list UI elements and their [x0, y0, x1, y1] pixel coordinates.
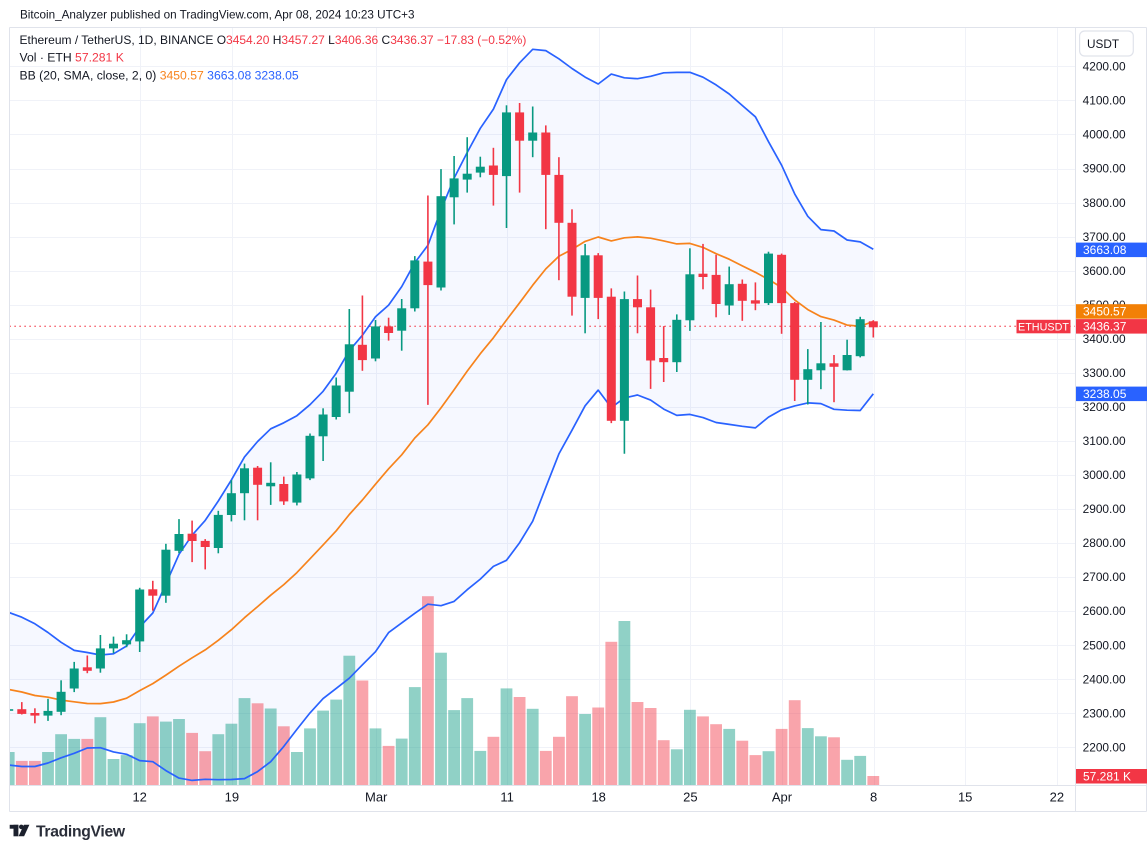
svg-text:25: 25 [683, 790, 697, 805]
svg-text:2300.00: 2300.00 [1083, 706, 1126, 720]
svg-text:2800.00: 2800.00 [1083, 536, 1126, 550]
svg-text:USDT: USDT [1087, 37, 1119, 51]
svg-text:3000.00: 3000.00 [1083, 468, 1126, 482]
svg-text:4000.00: 4000.00 [1083, 128, 1126, 142]
svg-text:Vol · ETH 57.281 K: Vol · ETH 57.281 K [20, 51, 124, 65]
svg-text:2400.00: 2400.00 [1083, 672, 1126, 686]
svg-text:4100.00: 4100.00 [1083, 94, 1126, 108]
svg-text:2200.00: 2200.00 [1083, 740, 1126, 754]
svg-text:3300.00: 3300.00 [1083, 366, 1126, 380]
svg-text:3200.00: 3200.00 [1083, 400, 1126, 414]
svg-text:2900.00: 2900.00 [1083, 502, 1126, 516]
svg-text:Mar: Mar [365, 790, 388, 805]
svg-text:3600.00: 3600.00 [1083, 264, 1126, 278]
svg-text:8: 8 [870, 790, 877, 805]
svg-text:3800.00: 3800.00 [1083, 196, 1126, 210]
svg-text:3436.37: 3436.37 [1083, 320, 1127, 334]
svg-text:3900.00: 3900.00 [1083, 162, 1126, 176]
svg-text:3100.00: 3100.00 [1083, 434, 1126, 448]
svg-text:57.281 K: 57.281 K [1083, 769, 1131, 783]
svg-text:19: 19 [225, 790, 239, 805]
svg-text:3663.08: 3663.08 [1083, 243, 1127, 257]
svg-text:TradingView: TradingView [36, 823, 126, 840]
svg-text:2600.00: 2600.00 [1083, 604, 1126, 618]
svg-text:11: 11 [500, 790, 514, 805]
svg-text:4200.00: 4200.00 [1083, 60, 1126, 74]
svg-text:ETHUSDT: ETHUSDT [1018, 321, 1069, 333]
svg-text:Ethereum / TetherUS, 1D, BINAN: Ethereum / TetherUS, 1D, BINANCE O3454.2… [20, 33, 527, 47]
svg-text:18: 18 [591, 790, 605, 805]
svg-text:15: 15 [958, 790, 972, 805]
svg-text:3700.00: 3700.00 [1083, 230, 1126, 244]
svg-text:22: 22 [1050, 790, 1064, 805]
svg-text:12: 12 [132, 790, 146, 805]
svg-text:Apr: Apr [772, 790, 793, 805]
svg-text:2500.00: 2500.00 [1083, 638, 1126, 652]
svg-text:2700.00: 2700.00 [1083, 570, 1126, 584]
svg-text:Bitcoin_Analyzer published on: Bitcoin_Analyzer published on TradingVie… [20, 9, 414, 22]
svg-text:3450.57: 3450.57 [1083, 305, 1127, 319]
svg-text:3238.05: 3238.05 [1083, 387, 1127, 401]
svg-text:BB (20, SMA, close, 2, 0) 3450: BB (20, SMA, close, 2, 0) 3450.57 3663.0… [20, 68, 299, 82]
svg-text:3400.00: 3400.00 [1083, 332, 1126, 346]
